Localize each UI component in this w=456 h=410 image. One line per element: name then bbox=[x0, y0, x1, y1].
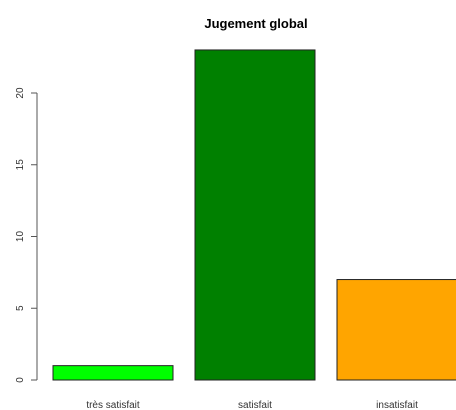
x-axis-labels: très satisfait satisfait insatisfait bbox=[86, 400, 418, 410]
bars-group bbox=[52, 49, 456, 381]
y-axis: 0 5 10 15 20 bbox=[15, 87, 38, 383]
bar-très-satisfait bbox=[52, 365, 174, 381]
x-category-label: satisfait bbox=[238, 400, 272, 410]
y-tick-label: 15 bbox=[15, 159, 26, 171]
y-tick-label: 0 bbox=[15, 377, 26, 383]
x-category-label: insatisfait bbox=[376, 400, 418, 410]
x-category-label: très satisfait bbox=[86, 400, 140, 410]
chart-title: Jugement global bbox=[204, 16, 307, 31]
y-tick-label: 10 bbox=[15, 231, 26, 243]
bar-insatisfait bbox=[336, 279, 456, 381]
y-tick-label: 5 bbox=[15, 305, 26, 311]
bar-satisfait bbox=[194, 49, 316, 381]
y-tick-label: 20 bbox=[15, 87, 26, 99]
